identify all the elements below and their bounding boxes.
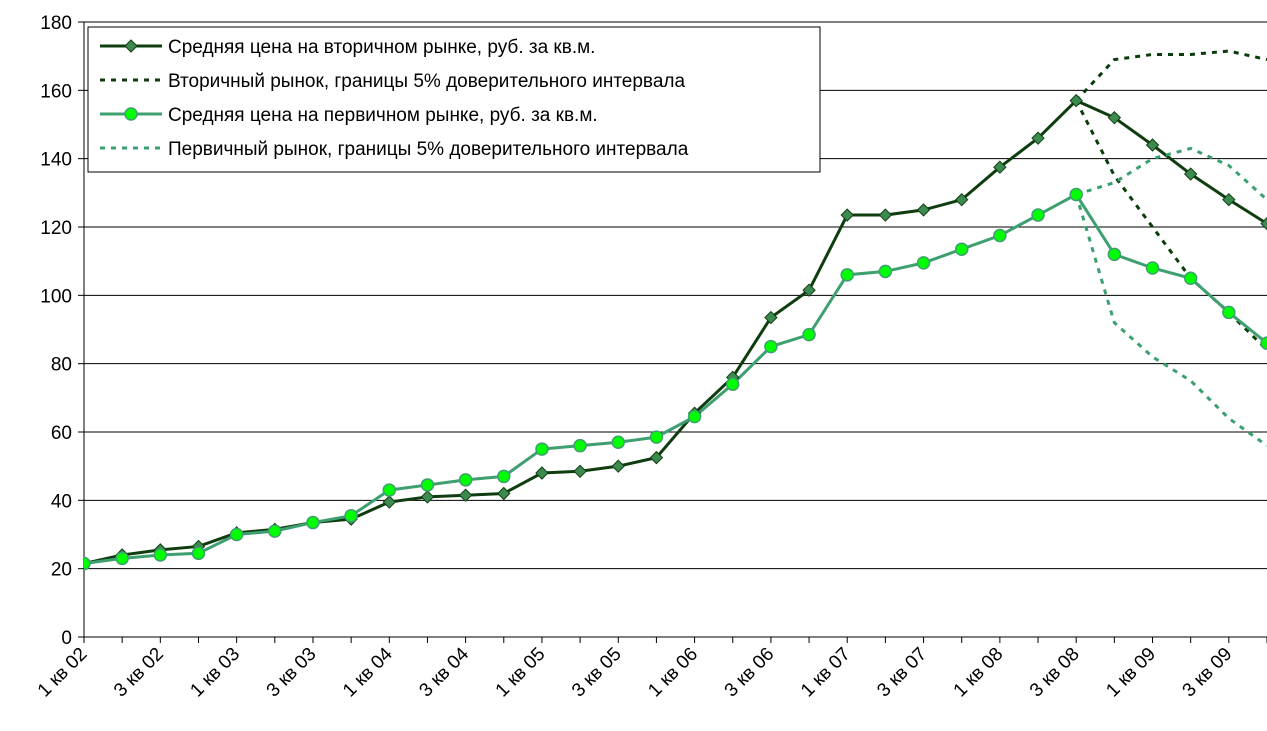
plot (84, 49, 1267, 571)
marker (1260, 216, 1267, 231)
x-tick-label: 1 кв 08 (950, 644, 1008, 702)
legend-marker (124, 107, 138, 121)
marker (344, 508, 358, 523)
y-tick-label: 100 (40, 286, 72, 307)
marker (1145, 138, 1160, 152)
marker (535, 442, 549, 456)
marker (1107, 247, 1122, 262)
marker (420, 478, 435, 492)
marker (458, 473, 473, 487)
marker (955, 192, 969, 207)
marker (916, 203, 931, 217)
x-tick-label: 3 кв 07 (873, 644, 931, 702)
line (1074, 194, 1267, 447)
marker (878, 264, 893, 279)
marker (878, 208, 893, 222)
marker (611, 435, 626, 449)
marker (382, 483, 397, 497)
marker (802, 327, 816, 342)
marker (382, 495, 396, 509)
x-tick-label: 1 кв 03 (186, 644, 244, 702)
y-tick-label: 20 (51, 560, 72, 581)
marker (1031, 131, 1045, 145)
marker (1183, 167, 1198, 181)
marker (649, 430, 664, 444)
marker (573, 464, 587, 478)
marker (916, 256, 931, 270)
x-tick-label: 1 кв 06 (644, 644, 702, 702)
marker (687, 409, 702, 424)
marker (1069, 187, 1083, 202)
y-tick-label: 160 (40, 81, 72, 102)
legend-label: Первичный рынок, границы 5% доверительно… (168, 139, 689, 160)
x-tick-label: 1 кв 07 (797, 644, 855, 702)
y-tick-label: 40 (51, 491, 72, 512)
marker (1222, 192, 1236, 207)
marker (573, 438, 587, 453)
marker (840, 268, 854, 282)
x-tick-label: 1 кв 04 (339, 643, 397, 701)
y-tick-label: 80 (51, 355, 72, 376)
line (1075, 49, 1267, 102)
x-tick-label: 3 кв 05 (568, 644, 626, 702)
legend: Средняя цена на вторичном рынке, руб. за… (87, 26, 821, 173)
x-tick-label: 3 кв 06 (721, 644, 779, 702)
legend-box (87, 26, 821, 173)
legend-label: Средняя цена на первичном рынке, руб. за… (168, 105, 598, 126)
x-tick-label: 3 кв 03 (263, 644, 321, 702)
marker (1260, 336, 1267, 350)
marker (764, 339, 778, 354)
y-tick-label: 120 (40, 218, 72, 239)
marker (497, 469, 511, 484)
marker (649, 450, 664, 465)
marker (1145, 261, 1160, 275)
y-tick-label: 140 (40, 150, 72, 171)
marker (725, 377, 740, 391)
marker (993, 228, 1007, 243)
marker (1107, 110, 1122, 125)
line (1074, 99, 1267, 352)
marker (993, 160, 1007, 174)
legend-label: Средняя цена на вторичном рынке, руб. за… (168, 37, 595, 58)
marker (229, 527, 244, 542)
marker (84, 556, 91, 571)
x-tick-label: 3 кв 08 (1026, 644, 1084, 702)
marker (497, 486, 511, 501)
marker (1031, 208, 1045, 222)
marker (1222, 305, 1236, 320)
y-tick-label: 180 (40, 13, 72, 34)
marker (1069, 93, 1083, 108)
x-tick-label: 1 кв 02 (34, 644, 92, 702)
marker (802, 283, 816, 297)
marker (954, 242, 969, 256)
marker (115, 551, 129, 566)
y-tick-label: 0 (61, 628, 72, 649)
marker (535, 466, 549, 480)
marker (458, 488, 473, 502)
marker (306, 515, 320, 530)
x-tick-label: 1 кв 09 (1102, 644, 1160, 702)
marker (153, 548, 168, 562)
marker (191, 546, 206, 561)
marker (268, 524, 282, 538)
line (84, 192, 1267, 566)
x-tick-label: 3 кв 04 (415, 643, 473, 701)
x-tick-label: 3 кв 09 (1179, 644, 1237, 702)
line (1075, 146, 1267, 201)
legend-label: Вторичный рынок, границы 5% доверительно… (168, 71, 685, 92)
y-tick-label: 60 (51, 423, 72, 444)
marker (1183, 271, 1198, 285)
x-tick-label: 3 кв 02 (110, 644, 168, 702)
x-tick-label: 1 кв 05 (492, 644, 550, 702)
legend-marker (124, 39, 138, 53)
marker (764, 310, 778, 325)
marker (611, 459, 625, 473)
marker (840, 208, 854, 222)
marker (420, 490, 435, 504)
